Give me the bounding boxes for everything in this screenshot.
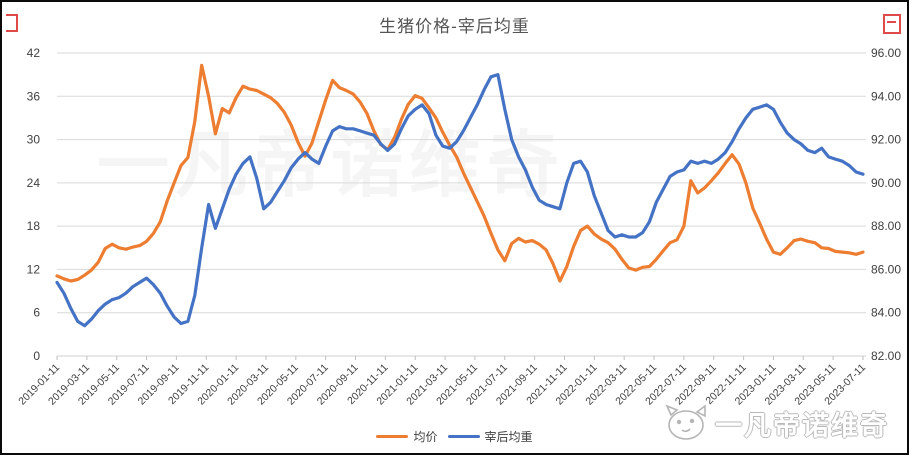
series-line-weight bbox=[55, 72, 865, 328]
y-axis-left-tick-label: 0 bbox=[33, 349, 40, 363]
y-axis-right-tick-label: 82.00 bbox=[871, 349, 901, 363]
y-axis-right-tick-label: 94.00 bbox=[871, 89, 901, 103]
y-axis-left-tick-label: 30 bbox=[27, 133, 41, 147]
y-axis-right-tick-label: 88.00 bbox=[871, 219, 901, 233]
chart-title: 生猪价格-宰后均重 bbox=[379, 17, 530, 36]
legend-item-weight: 宰后均重 bbox=[447, 428, 533, 445]
y-axis-left-tick-label: 24 bbox=[27, 176, 41, 190]
y-axis-right-tick-label: 96.00 bbox=[871, 46, 901, 60]
red-artifact-right bbox=[883, 14, 901, 34]
weight-line-swatch bbox=[447, 435, 480, 438]
y-axis-right-tick-label: 84.00 bbox=[871, 306, 901, 320]
y-axis-left-tick-label: 36 bbox=[27, 89, 41, 103]
legend-label-weight: 宰后均重 bbox=[484, 430, 533, 444]
y-axis-left-tick-label: 18 bbox=[27, 219, 41, 233]
red-artifact-left bbox=[6, 14, 18, 32]
series-line-price bbox=[55, 63, 865, 283]
y-axis-right-tick-label: 90.00 bbox=[871, 176, 901, 190]
chart-legend: 均价 宰后均重 bbox=[2, 428, 907, 445]
y-axis-right-tick-label: 92.00 bbox=[871, 133, 901, 147]
legend-item-price: 均价 bbox=[376, 428, 438, 445]
y-axis-left-tick-label: 42 bbox=[27, 46, 41, 60]
price-line-swatch bbox=[376, 435, 409, 438]
y-axis-left-tick-label: 12 bbox=[27, 262, 41, 276]
y-axis-right-tick-label: 86.00 bbox=[871, 262, 901, 276]
y-axis-left-tick-label: 6 bbox=[33, 306, 40, 320]
legend-label-price: 均价 bbox=[413, 430, 438, 444]
